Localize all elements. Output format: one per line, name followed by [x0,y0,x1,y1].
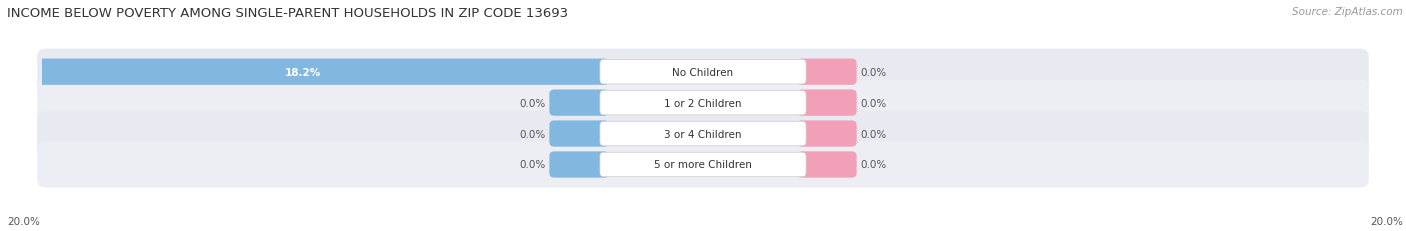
Text: 0.0%: 0.0% [520,160,546,170]
FancyBboxPatch shape [797,59,856,85]
Text: 5 or more Children: 5 or more Children [654,160,752,170]
Text: 20.0%: 20.0% [1371,216,1403,226]
FancyBboxPatch shape [37,80,1369,126]
FancyBboxPatch shape [550,152,609,178]
FancyBboxPatch shape [797,152,856,178]
FancyBboxPatch shape [600,91,806,115]
FancyBboxPatch shape [0,59,609,85]
FancyBboxPatch shape [550,121,609,147]
FancyBboxPatch shape [37,142,1369,188]
Text: 0.0%: 0.0% [520,129,546,139]
Text: 0.0%: 0.0% [860,129,886,139]
FancyBboxPatch shape [797,121,856,147]
FancyBboxPatch shape [37,49,1369,95]
Text: 20.0%: 20.0% [7,216,39,226]
Text: 0.0%: 0.0% [860,160,886,170]
Text: INCOME BELOW POVERTY AMONG SINGLE-PARENT HOUSEHOLDS IN ZIP CODE 13693: INCOME BELOW POVERTY AMONG SINGLE-PARENT… [7,7,568,20]
FancyBboxPatch shape [600,60,806,85]
Text: 0.0%: 0.0% [520,98,546,108]
Text: 18.2%: 18.2% [285,67,322,77]
Text: 0.0%: 0.0% [860,98,886,108]
FancyBboxPatch shape [600,122,806,146]
Text: 1 or 2 Children: 1 or 2 Children [664,98,742,108]
FancyBboxPatch shape [600,153,806,177]
Text: Source: ZipAtlas.com: Source: ZipAtlas.com [1292,7,1403,17]
FancyBboxPatch shape [797,90,856,116]
Text: 0.0%: 0.0% [860,67,886,77]
FancyBboxPatch shape [550,90,609,116]
Text: 3 or 4 Children: 3 or 4 Children [664,129,742,139]
FancyBboxPatch shape [37,111,1369,157]
Text: No Children: No Children [672,67,734,77]
